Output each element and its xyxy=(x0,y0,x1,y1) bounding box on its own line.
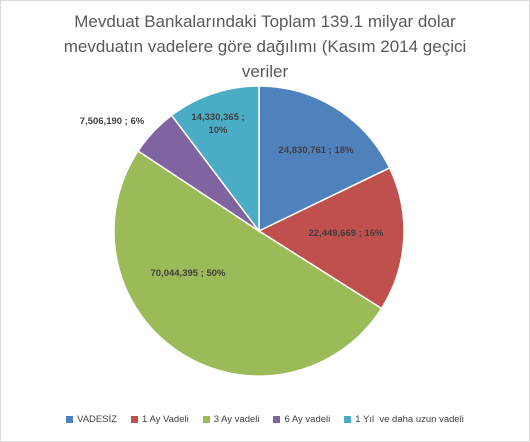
chart-title-line-3: veriler xyxy=(241,62,289,81)
legend-label-5: 1 Yıl ve daha uzun vadeli xyxy=(355,414,464,425)
legend-swatch-5 xyxy=(344,416,352,423)
legend-swatch-1 xyxy=(66,416,74,423)
legend-label-3: 3 Ay vadeli xyxy=(213,414,260,425)
data-label-1: 24,830,761 ; 18% xyxy=(278,145,354,156)
legend-label-4: 6 Ay vadeli xyxy=(284,414,331,425)
data-label-4: 7,506,190 ; 6% xyxy=(80,116,145,127)
pie-slice-2 xyxy=(257,166,405,310)
chart-title: Mevduat Bankalarındaki Toplam 139.1 mily… xyxy=(0,9,530,84)
data-label-2: 22,449,669 ; 16% xyxy=(308,228,384,239)
chart-title-line-1: Mevduat Bankalarındaki Toplam 139.1 mily… xyxy=(74,12,456,31)
data-label-3: 70,044,395 ; 50% xyxy=(150,268,226,279)
pie-slice-5 xyxy=(170,85,260,234)
legend-item-4: 6 Ay vadeli xyxy=(273,414,330,425)
chart-legend: VADESİZ 1 Ay Vadeli 3 Ay vadeli 6 Ay vadeli… xyxy=(0,414,530,425)
legend-label-2: 1 Ay Vadeli xyxy=(142,414,189,425)
legend-swatch-4 xyxy=(273,416,281,423)
legend-swatch-3 xyxy=(202,416,210,423)
legend-item-5: 1 Yıl ve daha uzun vadeli xyxy=(344,414,464,425)
legend-swatch-2 xyxy=(131,416,139,423)
data-label-percent-5: 10% xyxy=(208,125,228,136)
pie-slice-1 xyxy=(258,85,391,233)
data-label-value-5: 14,330,365 ; xyxy=(191,112,244,123)
data-label-5: 14,330,365 ; 10% xyxy=(191,112,244,136)
legend-item-1: VADESİZ xyxy=(66,414,117,425)
legend-label-1: VADESİZ xyxy=(77,414,118,425)
pie-slice-3 xyxy=(113,149,383,377)
legend-item-3: 3 Ay vadeli xyxy=(202,414,260,425)
legend-item-2: 1 Ay Vadeli xyxy=(131,414,189,425)
chart-title-line-2: mevduatın vadelere göre dağılımı (Kasım … xyxy=(63,37,467,56)
